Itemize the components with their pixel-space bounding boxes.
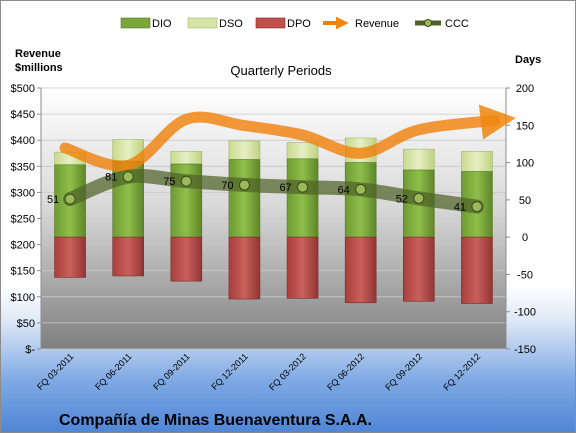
bar-dpo: [112, 236, 144, 277]
bar-dso: [461, 151, 493, 172]
right-tick-label: -100: [514, 307, 536, 319]
x-tick-label: FQ 03-2012: [267, 351, 308, 392]
bar-dpo: [170, 236, 203, 282]
right-tick-label: 50: [519, 195, 531, 207]
legend-label-dio: DIO: [152, 18, 172, 30]
right-tick-label: -50: [517, 269, 533, 281]
legend-swatch-ccc-point: [424, 19, 432, 27]
left-tick-label: $50: [17, 318, 35, 330]
ccc-point: [238, 179, 250, 191]
ccc-data-label: 41: [454, 202, 466, 214]
ccc-data-label: 64: [338, 184, 350, 196]
bar-dpo: [286, 236, 319, 299]
ccc-series: [63, 168, 484, 214]
left-axis-title-line1: Revenue: [15, 48, 61, 60]
bar-dio: [286, 158, 319, 238]
right-tick-label: 0: [522, 232, 528, 244]
x-tick-label: FQ 09-2012: [383, 351, 424, 392]
left-tick-label: $-: [25, 344, 35, 356]
revenue-line: [59, 104, 516, 172]
bar-dpo: [344, 236, 377, 304]
right-tick-label: -150: [514, 344, 536, 356]
bar-dio: [228, 159, 261, 238]
legend-swatch-dpo: [255, 17, 286, 29]
bar-dso: [170, 151, 203, 165]
ccc-point: [355, 183, 367, 195]
legend-label-ccc: CCC: [445, 18, 469, 30]
bar-dpo: [228, 236, 261, 300]
right-tick-label: 200: [516, 83, 534, 95]
bar-dso: [286, 142, 319, 160]
legend-label-revenue: Revenue: [355, 18, 399, 30]
left-tick-label: $450: [11, 109, 35, 121]
left-tick-label: $500: [11, 83, 35, 95]
ccc-point: [471, 201, 483, 213]
ccc-data-label: 75: [163, 176, 175, 188]
left-axis-title-line2: $millions: [15, 62, 63, 74]
right-axis-title: Days: [515, 54, 541, 66]
bar-series: [54, 137, 493, 304]
left-tick-label: $150: [11, 266, 35, 278]
bar-dpo: [54, 236, 86, 278]
left-tick-label: $200: [11, 240, 35, 252]
ccc-point: [297, 181, 309, 193]
left-tick-label: $350: [11, 161, 35, 173]
legend-label-dpo: DPO: [287, 18, 311, 30]
ccc-data-label: 51: [47, 194, 59, 206]
bar-dpo: [461, 236, 493, 304]
legend: DIO DSO DPO Revenue CCC: [120, 16, 469, 30]
x-axis-labels: FQ 03-2011 FQ 06-2011 FQ 09-2011 FQ 12-2011…: [35, 351, 482, 392]
right-tick-label: 100: [516, 158, 534, 170]
right-tick-label: 150: [516, 120, 534, 132]
ccc-point: [413, 192, 425, 204]
left-tick-label: $400: [11, 135, 35, 147]
legend-swatch-dio: [120, 17, 151, 29]
ccc-point: [64, 193, 76, 205]
bar-dso: [403, 148, 435, 171]
x-tick-label: FQ 12-2012: [441, 351, 482, 392]
x-tick-label: FQ 03-2011: [35, 351, 76, 392]
left-axis: $- $50 $100 $150 $200 $250 $300 $350 $400 $450 $50…: [11, 83, 41, 356]
ccc-data-label: 67: [279, 182, 291, 194]
chart-title: Quarterly Periods: [230, 63, 332, 78]
ccc-data-label: 70: [221, 180, 233, 192]
bar-dso: [228, 140, 261, 160]
revenue-series: [59, 104, 516, 172]
ccc-point: [180, 175, 192, 187]
right-axis: -150 -100 -50 0 50 100 150 200: [506, 83, 536, 356]
left-tick-label: $300: [11, 187, 35, 199]
x-tick-label: FQ 12-2011: [209, 351, 250, 392]
ccc-data-labels: 51 81 75 70 67 64 52 41: [47, 172, 466, 214]
ccc-data-label: 52: [396, 193, 408, 205]
left-tick-label: $100: [11, 292, 35, 304]
company-name: Compañía de Minas Buenaventura S.A.A.: [59, 412, 372, 429]
x-tick-label: FQ 06-2012: [325, 351, 366, 392]
ccc-point: [122, 171, 134, 183]
bar-dio: [344, 162, 377, 238]
bar-dpo: [403, 236, 435, 302]
x-tick-label: FQ 09-2011: [151, 351, 192, 392]
legend-swatch-dso: [187, 17, 218, 29]
x-tick-label: FQ 06-2011: [93, 351, 134, 392]
ccc-data-label: 81: [105, 172, 117, 184]
left-tick-label: $250: [11, 214, 35, 226]
legend-label-dso: DSO: [219, 18, 243, 30]
